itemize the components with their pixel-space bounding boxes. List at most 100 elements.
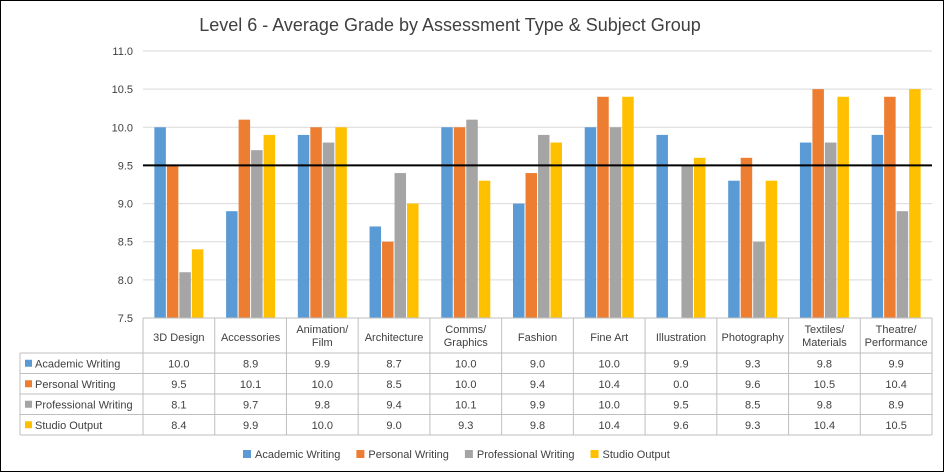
bar bbox=[335, 127, 347, 319]
legend-label: Academic Writing bbox=[255, 449, 340, 461]
table-cell: 10.5 bbox=[814, 379, 835, 391]
bar bbox=[154, 127, 166, 319]
table-cell: 0.0 bbox=[673, 379, 688, 391]
y-tick-label: 10.5 bbox=[112, 84, 133, 96]
bar bbox=[297, 134, 310, 318]
table-cell: 9.3 bbox=[458, 420, 473, 432]
legend-label: Personal Writing bbox=[368, 449, 449, 461]
table-cell: 8.7 bbox=[386, 358, 401, 370]
table-cell: 10.0 bbox=[312, 420, 333, 432]
table-cell: 10.0 bbox=[312, 379, 333, 391]
bar bbox=[799, 142, 812, 318]
table-cell: 10.0 bbox=[168, 358, 189, 370]
table-cell: 10.0 bbox=[455, 358, 476, 370]
category-label: Film bbox=[312, 337, 333, 349]
table-cell: 8.9 bbox=[888, 399, 903, 411]
table-cell: 10.1 bbox=[240, 379, 261, 391]
table-series-name: Studio Output bbox=[35, 420, 102, 432]
table-cell: 10.0 bbox=[599, 358, 620, 370]
bar bbox=[765, 180, 778, 318]
table-cell: 9.4 bbox=[530, 379, 545, 391]
category-label: Accessories bbox=[221, 332, 281, 344]
bar bbox=[513, 203, 525, 318]
bar bbox=[251, 150, 263, 318]
table-cell: 10.4 bbox=[814, 420, 835, 432]
category-label: Fine Art bbox=[590, 332, 628, 344]
bar bbox=[609, 127, 622, 319]
bar bbox=[166, 165, 179, 318]
bar bbox=[191, 249, 204, 318]
table-cell: 10.0 bbox=[455, 379, 476, 391]
legend-swatch bbox=[243, 450, 251, 458]
table-cell: 8.1 bbox=[171, 399, 186, 411]
bar bbox=[824, 142, 837, 318]
table-cell: 9.8 bbox=[817, 399, 832, 411]
category-label: Photography bbox=[721, 332, 784, 344]
category-label: Performance bbox=[865, 337, 928, 349]
table-cell: 9.6 bbox=[745, 379, 760, 391]
table-cell: 9.7 bbox=[243, 399, 258, 411]
y-tick-label: 8.5 bbox=[118, 237, 133, 249]
y-tick-label: 9.5 bbox=[118, 160, 133, 172]
bar bbox=[238, 119, 251, 319]
table-cell: 9.8 bbox=[817, 358, 832, 370]
table-cell: 10.4 bbox=[599, 420, 620, 432]
table-cell: 8.5 bbox=[745, 399, 760, 411]
legend-swatch bbox=[590, 450, 599, 458]
bar bbox=[226, 211, 238, 318]
bar bbox=[909, 89, 921, 319]
bar bbox=[369, 226, 382, 318]
table-cell: 9.9 bbox=[315, 358, 330, 370]
table-legend-key bbox=[25, 421, 32, 429]
bar bbox=[896, 211, 909, 318]
table-cell: 9.6 bbox=[673, 420, 688, 432]
bar bbox=[550, 142, 562, 318]
category-label: Illustration bbox=[656, 332, 706, 344]
table-series-name: Personal Writing bbox=[35, 379, 116, 391]
bar bbox=[179, 272, 191, 318]
table-cell: 9.8 bbox=[315, 399, 330, 411]
category-label: Textiles/ bbox=[805, 324, 846, 336]
table-cell: 9.3 bbox=[745, 420, 760, 432]
legend-swatch bbox=[464, 450, 473, 458]
category-label: Comms/ bbox=[445, 324, 487, 336]
table-cell: 8.5 bbox=[386, 379, 401, 391]
table-cell: 9.9 bbox=[673, 358, 688, 370]
y-tick-label: 9.0 bbox=[118, 199, 133, 211]
legend-swatch bbox=[356, 450, 365, 458]
category-label: Materials bbox=[802, 337, 847, 349]
category-label: Theatre/ bbox=[876, 324, 918, 336]
table-cell: 9.5 bbox=[171, 379, 186, 391]
table-cell: 8.9 bbox=[243, 358, 258, 370]
bar bbox=[538, 134, 550, 318]
bar bbox=[310, 127, 322, 319]
bar bbox=[407, 203, 419, 318]
y-tick-label: 8.0 bbox=[118, 275, 133, 287]
bar bbox=[812, 89, 824, 319]
y-tick-label: 10.0 bbox=[112, 122, 133, 134]
bar bbox=[681, 165, 693, 318]
table-cell: 10.0 bbox=[599, 399, 620, 411]
table-cell: 9.8 bbox=[530, 420, 545, 432]
bar bbox=[478, 180, 491, 318]
bar bbox=[740, 157, 753, 318]
table-cell: 9.4 bbox=[386, 399, 401, 411]
category-label: Fashion bbox=[518, 332, 557, 344]
bar bbox=[441, 127, 453, 319]
category-label: Animation/ bbox=[296, 324, 349, 336]
bar bbox=[584, 127, 597, 319]
table-cell: 9.0 bbox=[530, 358, 545, 370]
y-tick-label: 11.0 bbox=[112, 46, 133, 58]
bar bbox=[837, 96, 849, 319]
bar bbox=[693, 157, 706, 318]
legend-label: Professional Writing bbox=[477, 449, 575, 461]
table-series-name: Academic Writing bbox=[35, 358, 120, 370]
category-label: Architecture bbox=[365, 332, 424, 344]
bar bbox=[263, 134, 276, 318]
table-cell: 9.9 bbox=[888, 358, 903, 370]
table-legend-key bbox=[25, 359, 32, 367]
bar bbox=[884, 96, 896, 319]
category-label: 3D Design bbox=[153, 332, 204, 344]
table-cell: 9.5 bbox=[673, 399, 688, 411]
